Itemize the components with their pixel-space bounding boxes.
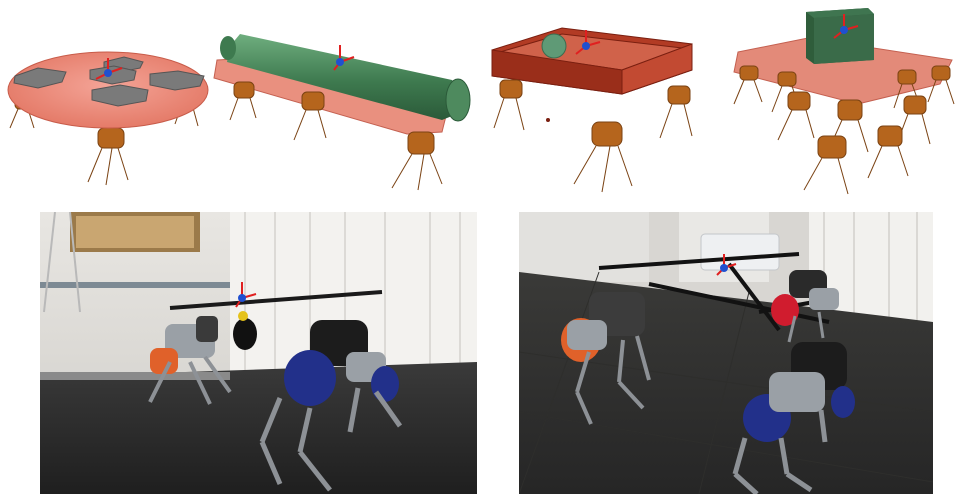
hanging-disc	[233, 318, 257, 350]
sim-panel-box-ball	[482, 0, 712, 200]
axis-gizmo-icon	[95, 58, 123, 80]
robot-left	[148, 316, 232, 405]
axis-gizmo-icon	[716, 254, 737, 276]
robot-left	[561, 292, 651, 425]
real-photo-three-robots-frame	[519, 212, 933, 494]
sim-panel-cylinder	[212, 0, 477, 200]
axis-gizmo-icon	[833, 14, 859, 39]
robot-front-right	[732, 342, 855, 494]
blocks	[13, 56, 205, 107]
axis-gizmo-icon	[575, 30, 601, 55]
storage-bin	[700, 233, 780, 271]
axis-gizmo-icon	[333, 45, 355, 71]
real-photo-two-robots-bar	[40, 212, 477, 494]
robot-leg-group	[493, 79, 693, 193]
floor	[40, 362, 477, 494]
robot-leg-group	[733, 65, 955, 195]
robot-back-right	[771, 270, 839, 343]
carry-bar	[169, 290, 383, 310]
sim-panel-cube-plate	[718, 0, 968, 200]
sim-panel-round-platform	[0, 0, 215, 200]
robot-right	[259, 320, 403, 492]
cube	[806, 8, 874, 64]
ball	[541, 33, 567, 59]
robot-leg-group	[229, 81, 443, 191]
cylinder	[227, 34, 464, 120]
axis-gizmo-icon	[235, 282, 257, 308]
